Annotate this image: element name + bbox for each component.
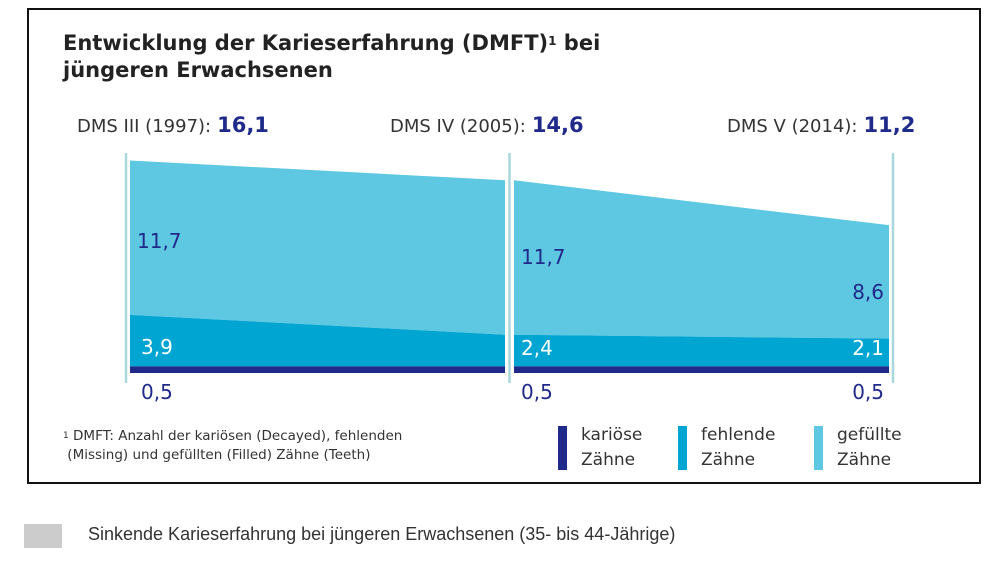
chart-title: Entwicklung der Karieserfahrung (DMFT)1 … bbox=[63, 30, 663, 84]
legend-label-line1: kariöse bbox=[581, 425, 643, 445]
area-gefüllte-2005-2014 bbox=[514, 180, 889, 339]
survey-label-1997: DMS III (1997): 16,1 bbox=[77, 113, 269, 137]
legend-swatch bbox=[558, 426, 567, 470]
survey-name: DMS III (1997): bbox=[77, 116, 212, 137]
value-label-fehlende-2005: 2,4 bbox=[521, 336, 553, 360]
survey-label-2005: DMS IV (2005): 14,6 bbox=[390, 113, 584, 137]
legend-item-karioese: kariöse Zähne bbox=[558, 423, 642, 473]
survey-total: 11,2 bbox=[863, 113, 916, 137]
footnote-marker: 1 bbox=[63, 431, 69, 441]
value-label-karioese-2005: 0,5 bbox=[521, 380, 553, 404]
value-label-karioese-2014: 0,5 bbox=[852, 380, 884, 404]
value-label-gefuellte-2014: 8,6 bbox=[852, 280, 884, 304]
legend-item-gefuellte: gefüllte Zähne bbox=[814, 423, 902, 473]
survey-total: 14,6 bbox=[531, 113, 584, 137]
area-kariöse-2005-2014 bbox=[514, 366, 889, 373]
footnote: 1 DMFT: Anzahl der kariösen (Decayed), f… bbox=[63, 427, 533, 465]
area-fehlende-2005-2014 bbox=[514, 334, 889, 367]
legend-swatch bbox=[814, 426, 823, 470]
caption-icon bbox=[24, 524, 62, 548]
chart-frame bbox=[27, 8, 981, 484]
survey-name: DMS V (2014): bbox=[727, 116, 858, 137]
value-label-karioese-1997: 0,5 bbox=[141, 380, 173, 404]
survey-label-2014: DMS V (2014): 11,2 bbox=[727, 113, 915, 137]
area-kariöse-1997-2005 bbox=[130, 366, 505, 373]
footnote-line1: DMFT: Anzahl der kariösen (Decayed), feh… bbox=[73, 428, 403, 444]
legend-label-line2: Zähne bbox=[581, 450, 636, 470]
title-footnote-marker: 1 bbox=[548, 34, 557, 48]
area-fehlende-1997-2005 bbox=[130, 314, 505, 367]
legend-item-fehlende: fehlende Zähne bbox=[678, 423, 775, 473]
area-gefüllte-1997-2005 bbox=[130, 160, 505, 335]
value-label-gefuellte-1997: 11,7 bbox=[137, 229, 182, 253]
survey-total: 16,1 bbox=[217, 113, 269, 137]
legend-label-line1: gefüllte bbox=[837, 425, 902, 445]
legend-swatch bbox=[678, 426, 687, 470]
chart-title-text: Entwicklung der Karieserfahrung (DMFT) bbox=[63, 31, 549, 55]
chart-title-line2: bei jüngeren Erwachsenen bbox=[63, 31, 601, 82]
legend-label-line1: fehlende bbox=[701, 425, 776, 445]
legend-label-line2: Zähne bbox=[701, 450, 756, 470]
value-label-fehlende-2014: 2,1 bbox=[852, 336, 884, 360]
caption-text: Sinkende Karieserfahrung bei jüngeren Er… bbox=[88, 524, 676, 544]
value-label-fehlende-1997: 3,9 bbox=[141, 335, 173, 359]
footnote-line2: (Missing) und gefüllten (Filled) Zähne (… bbox=[67, 447, 371, 463]
legend-label-line2: Zähne bbox=[837, 450, 892, 470]
value-label-gefuellte-2005: 11,7 bbox=[521, 245, 566, 269]
survey-name: DMS IV (2005): bbox=[390, 116, 526, 137]
